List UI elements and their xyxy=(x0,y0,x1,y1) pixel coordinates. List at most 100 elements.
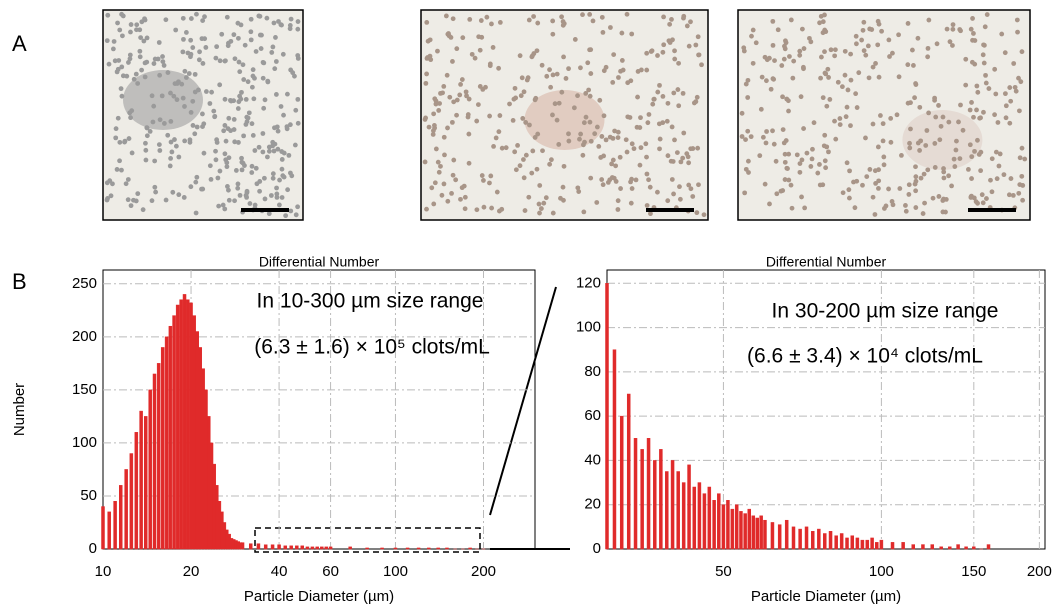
cell xyxy=(474,119,479,124)
cell xyxy=(836,80,841,85)
cell xyxy=(821,19,826,24)
cell xyxy=(544,195,549,200)
cell xyxy=(949,183,954,188)
cell xyxy=(463,206,468,211)
cell xyxy=(1020,49,1025,54)
cell xyxy=(535,48,540,53)
cell xyxy=(943,210,948,215)
cell xyxy=(655,90,660,95)
cell xyxy=(555,72,560,77)
cell xyxy=(164,198,169,203)
cell xyxy=(760,75,765,80)
cell xyxy=(780,188,785,193)
bar xyxy=(173,316,176,549)
cell xyxy=(823,165,828,170)
cell xyxy=(218,58,223,63)
panel-label: B xyxy=(12,269,27,294)
bar xyxy=(366,548,369,549)
cell xyxy=(789,183,794,188)
cell xyxy=(537,183,542,188)
cell xyxy=(572,105,577,110)
cell xyxy=(113,58,118,63)
cell xyxy=(550,32,555,37)
cell xyxy=(970,16,975,21)
y-tick-label: 150 xyxy=(72,381,97,398)
cell xyxy=(957,156,962,161)
bar xyxy=(202,369,205,549)
cell xyxy=(757,153,762,158)
cell xyxy=(644,68,649,73)
cell xyxy=(293,108,298,113)
cell xyxy=(559,90,564,95)
cell xyxy=(869,27,874,32)
cell xyxy=(281,113,286,118)
cell xyxy=(241,133,246,138)
cell xyxy=(134,22,139,27)
cell xyxy=(213,149,218,154)
cell xyxy=(685,24,690,29)
cell xyxy=(668,40,673,45)
bar xyxy=(445,548,448,549)
cell xyxy=(907,182,912,187)
cell xyxy=(800,27,805,32)
cell xyxy=(585,60,590,65)
cell xyxy=(109,193,114,198)
cell xyxy=(218,169,223,174)
bar xyxy=(871,538,874,549)
cell xyxy=(600,15,605,20)
cell xyxy=(1020,198,1025,203)
cell xyxy=(520,75,525,80)
cell xyxy=(200,112,205,117)
cell xyxy=(990,156,995,161)
bar xyxy=(823,534,826,550)
cell xyxy=(280,157,285,162)
cell xyxy=(621,68,626,73)
cell xyxy=(969,176,974,181)
cell xyxy=(634,177,639,182)
cell xyxy=(761,135,766,140)
cell xyxy=(977,152,982,157)
cell xyxy=(541,201,546,206)
cell xyxy=(573,37,578,42)
cell xyxy=(666,101,671,106)
cell xyxy=(497,113,502,118)
cell xyxy=(285,92,290,97)
cell xyxy=(946,173,951,178)
cell xyxy=(846,88,851,93)
cell xyxy=(202,14,207,19)
bar xyxy=(316,547,319,549)
cell xyxy=(124,181,129,186)
bar xyxy=(756,518,759,549)
cell xyxy=(431,202,436,207)
bar xyxy=(744,514,747,549)
y-tick-label: 20 xyxy=(584,496,601,513)
bar xyxy=(902,542,905,549)
cell xyxy=(881,121,886,126)
cell xyxy=(127,136,132,141)
cell xyxy=(843,49,848,54)
cell xyxy=(180,49,185,54)
cell xyxy=(559,14,564,19)
cell xyxy=(451,158,456,163)
bar xyxy=(641,449,644,549)
cell xyxy=(274,186,279,191)
cell xyxy=(450,59,455,64)
cell xyxy=(665,119,670,124)
cell xyxy=(262,176,267,181)
cell xyxy=(213,56,218,61)
cell xyxy=(764,141,769,146)
bar xyxy=(325,547,328,549)
cell xyxy=(435,49,440,54)
cell xyxy=(968,142,973,147)
cell xyxy=(248,29,253,34)
cell xyxy=(126,197,131,202)
cell xyxy=(825,67,830,72)
x-tick-label: 10 xyxy=(95,563,112,580)
cell xyxy=(936,103,941,108)
bar xyxy=(153,374,156,549)
cell xyxy=(913,188,918,193)
cell xyxy=(436,108,441,113)
cell xyxy=(157,142,162,147)
cell xyxy=(854,41,859,46)
cell xyxy=(853,205,858,210)
